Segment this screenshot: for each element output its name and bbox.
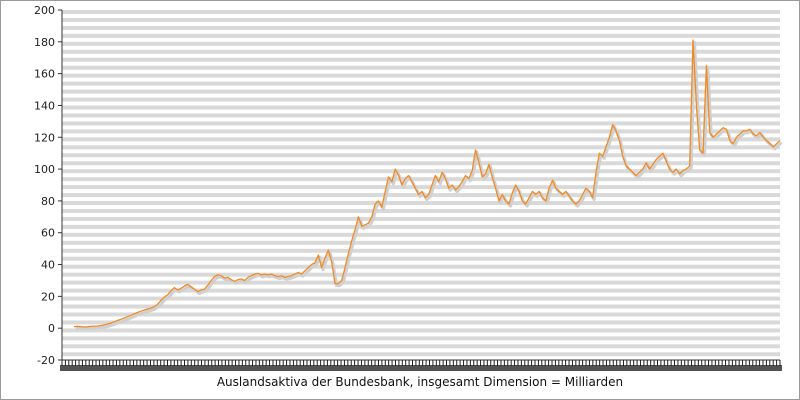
y-tick-label: 100 <box>34 163 55 176</box>
grid-stripes <box>62 10 780 357</box>
grid-stripe <box>62 352 780 357</box>
grid-stripe <box>62 256 780 261</box>
grid-stripe <box>62 153 780 158</box>
grid-stripe <box>62 320 780 325</box>
x-tick-label-band <box>60 365 782 371</box>
axes <box>61 10 780 361</box>
grid-stripe <box>62 336 780 341</box>
grid-stripe <box>62 65 780 70</box>
y-tick-label: 80 <box>41 195 55 208</box>
grid-stripe <box>62 224 780 229</box>
y-axis-ticks: -20 0 20 40 60 80 100 120 140 160 180 200 <box>34 4 62 367</box>
grid-stripe <box>62 248 780 253</box>
grid-stripe <box>62 137 780 142</box>
grid-stripe <box>62 161 780 166</box>
grid-stripe <box>62 49 780 54</box>
grid-stripe <box>62 145 780 150</box>
grid-stripe <box>62 209 780 213</box>
grid-stripe <box>62 312 780 317</box>
y-tick-label: 120 <box>34 131 55 144</box>
x-axis-ticks <box>60 360 782 371</box>
y-tick-label: -20 <box>37 354 55 367</box>
grid-stripe <box>62 41 780 46</box>
grid-stripe <box>62 201 780 206</box>
grid-stripe <box>62 177 780 182</box>
grid-stripe <box>62 113 780 118</box>
grid-stripe <box>62 89 780 94</box>
grid-stripe <box>62 25 780 30</box>
grid-stripe <box>62 17 780 22</box>
grid-stripe <box>62 10 780 14</box>
grid-stripe <box>62 169 780 174</box>
series-line-0 <box>73 39 781 328</box>
grid-stripe <box>62 264 780 269</box>
grid-stripe <box>62 216 780 221</box>
grid-stripe <box>62 121 780 126</box>
y-tick-label: 160 <box>34 68 55 81</box>
grid-stripe <box>62 344 780 349</box>
grid-stripe <box>62 185 780 190</box>
y-tick-label: 40 <box>41 259 55 272</box>
grid-stripe <box>62 73 780 78</box>
grid-stripe <box>62 97 780 102</box>
grid-stripe <box>62 232 780 237</box>
grid-stripe <box>62 296 780 301</box>
grid-stripe <box>62 57 780 62</box>
y-tick-label: 140 <box>34 99 55 112</box>
grid-stripe <box>62 280 780 285</box>
grid-stripe <box>62 81 780 86</box>
y-tick-label: 200 <box>34 4 55 17</box>
y-tick-label: 0 <box>48 322 55 335</box>
series-layer <box>73 39 783 331</box>
y-tick-label: 20 <box>41 290 55 303</box>
x-axis-title: Auslandsaktiva der Bundesbank, insgesamt… <box>217 375 623 389</box>
grid-stripe <box>62 105 780 110</box>
grid-stripe <box>62 328 780 333</box>
grid-stripe <box>62 129 780 134</box>
grid-stripe <box>62 272 780 277</box>
grid-stripe <box>62 33 780 38</box>
y-tick-label: 60 <box>41 227 55 240</box>
grid-stripe <box>62 288 780 293</box>
y-tick-label: 180 <box>34 36 55 49</box>
grid-stripe <box>62 240 780 245</box>
grid-stripe <box>62 304 780 309</box>
